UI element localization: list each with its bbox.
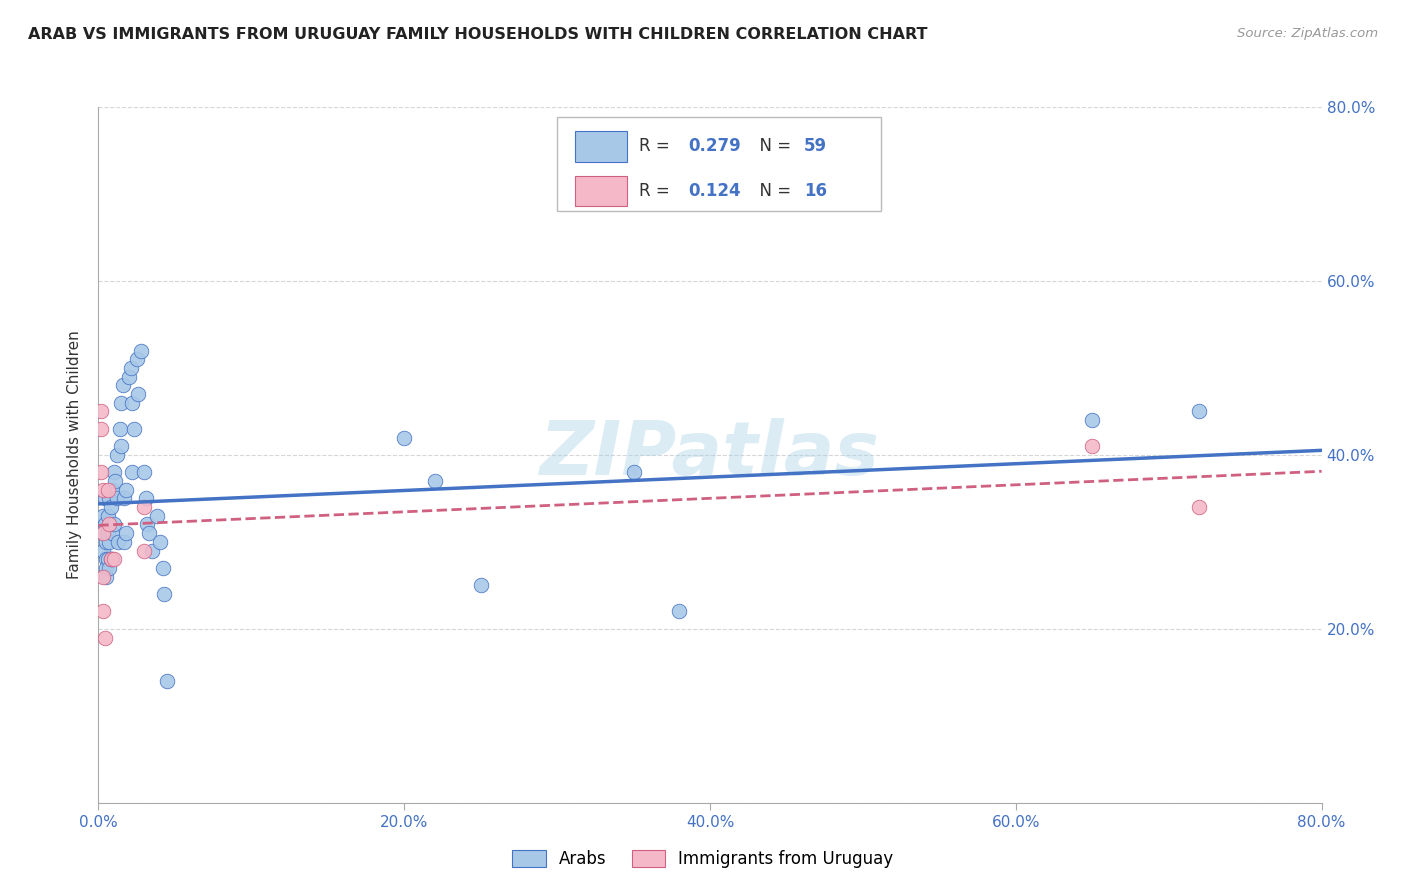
Text: ARAB VS IMMIGRANTS FROM URUGUAY FAMILY HOUSEHOLDS WITH CHILDREN CORRELATION CHAR: ARAB VS IMMIGRANTS FROM URUGUAY FAMILY H… [28, 27, 928, 42]
Point [93, 517, 115, 532]
Point [90, 404, 112, 418]
Point [101, 526, 124, 541]
Point [103, 552, 125, 566]
Point [129, 343, 152, 358]
Point [105, 491, 128, 506]
Point [100, 552, 122, 566]
Point [97, 552, 120, 566]
Point [118, 369, 141, 384]
Text: 0.124: 0.124 [688, 182, 741, 200]
Point [103, 466, 125, 480]
Point [1188, 500, 1211, 514]
Point [93, 631, 115, 645]
Point [100, 552, 122, 566]
Point [1081, 439, 1104, 453]
Point [90, 466, 112, 480]
Point [145, 508, 167, 523]
Point [623, 466, 645, 480]
Point [138, 526, 160, 541]
Point [134, 500, 156, 514]
Text: N =: N = [749, 182, 797, 200]
Point [97, 508, 120, 523]
Text: 0.279: 0.279 [688, 137, 741, 155]
Text: 59: 59 [804, 137, 827, 155]
Point [156, 674, 179, 689]
Point [115, 526, 138, 541]
Point [91, 526, 114, 541]
Point [91, 526, 114, 541]
Text: ZIPatlas: ZIPatlas [540, 418, 880, 491]
Point [91, 483, 114, 497]
Point [121, 396, 143, 410]
Point [103, 517, 125, 532]
Point [94, 534, 117, 549]
Point [120, 360, 142, 375]
Point [91, 605, 114, 619]
Text: N =: N = [749, 137, 797, 155]
Point [94, 570, 117, 584]
Point [127, 387, 149, 401]
Point [149, 534, 172, 549]
Point [101, 552, 124, 566]
Point [91, 508, 114, 523]
Point [90, 422, 112, 436]
Point [470, 578, 492, 592]
Point [112, 491, 135, 506]
FancyBboxPatch shape [575, 176, 627, 206]
Point [98, 561, 121, 575]
Point [136, 517, 159, 532]
Point [98, 534, 121, 549]
Point [122, 422, 145, 436]
Point [125, 352, 148, 367]
Point [100, 500, 122, 514]
Point [392, 431, 416, 445]
Text: R =: R = [640, 182, 675, 200]
Point [115, 483, 138, 497]
Point [101, 483, 124, 497]
Y-axis label: Family Households with Children: Family Households with Children [67, 331, 83, 579]
FancyBboxPatch shape [557, 118, 882, 211]
Point [97, 526, 120, 541]
Point [423, 474, 446, 488]
Point [121, 466, 143, 480]
Point [141, 543, 163, 558]
Point [98, 517, 121, 532]
Point [94, 552, 117, 566]
Point [94, 561, 117, 575]
Point [134, 466, 156, 480]
Text: Source: ZipAtlas.com: Source: ZipAtlas.com [1237, 27, 1378, 40]
Point [105, 448, 128, 462]
Point [93, 491, 115, 506]
Point [107, 534, 129, 549]
Point [110, 439, 132, 453]
Point [152, 561, 174, 575]
Point [97, 483, 120, 497]
Text: 16: 16 [804, 182, 827, 200]
Point [104, 474, 127, 488]
Legend: Arabs, Immigrants from Uruguay: Arabs, Immigrants from Uruguay [506, 843, 900, 875]
Point [1081, 413, 1104, 427]
Point [1188, 404, 1211, 418]
Point [135, 491, 157, 506]
Point [111, 378, 134, 392]
Point [134, 543, 156, 558]
Point [110, 396, 132, 410]
Point [153, 587, 176, 601]
Point [108, 422, 131, 436]
Point [668, 605, 690, 619]
Point [91, 570, 114, 584]
Text: R =: R = [640, 137, 675, 155]
Point [91, 543, 114, 558]
Point [98, 491, 121, 506]
FancyBboxPatch shape [575, 131, 627, 161]
Point [112, 534, 135, 549]
